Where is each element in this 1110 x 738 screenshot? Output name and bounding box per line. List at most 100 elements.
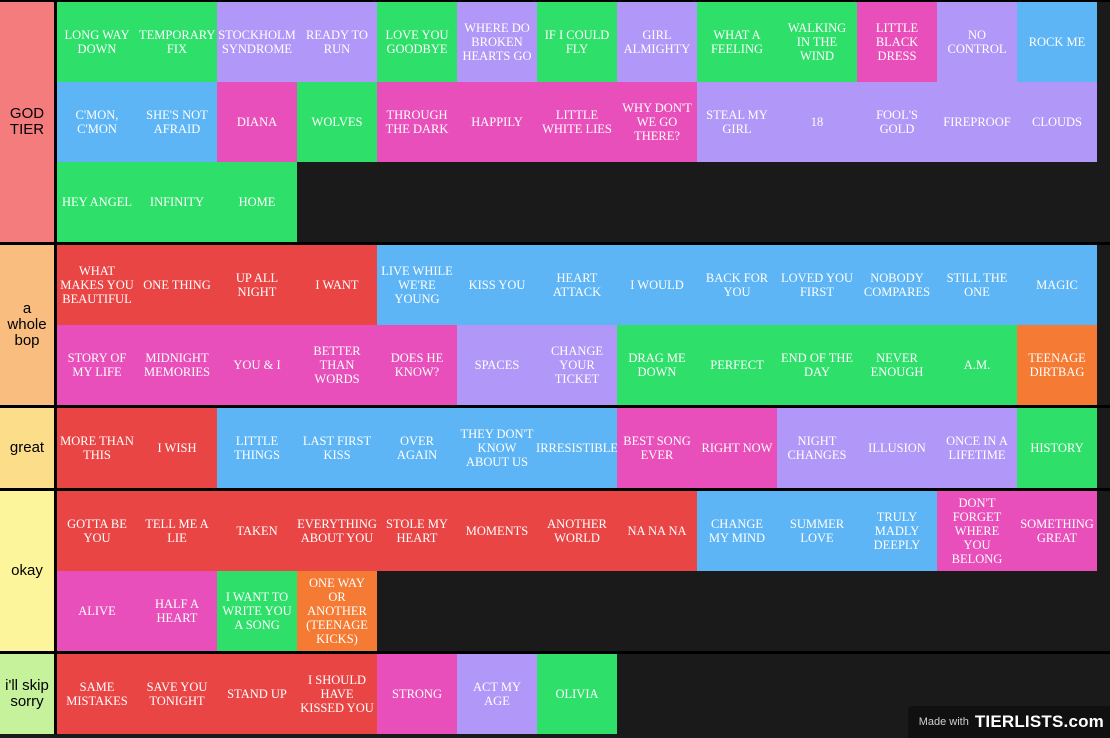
tier-item[interactable]: LIVE WHILE WE'RE YOUNG [377, 245, 457, 325]
tier-item[interactable]: I WANT [297, 245, 377, 325]
tier-item[interactable]: FOOL'S GOLD [857, 82, 937, 162]
tier-item[interactable]: NO CONTROL [937, 2, 1017, 82]
tier-item[interactable]: HOME [217, 162, 297, 242]
tier-item[interactable]: NEVER ENOUGH [857, 325, 937, 405]
tier-item[interactable]: MAGIC [1017, 245, 1097, 325]
tier-item[interactable]: GOTTA BE YOU [57, 491, 137, 571]
tier-item[interactable]: RIGHT NOW [697, 408, 777, 488]
tier-item[interactable]: SHE'S NOT AFRAID [137, 82, 217, 162]
tier-item[interactable]: MOMENTS [457, 491, 537, 571]
tier-item[interactable]: OVER AGAIN [377, 408, 457, 488]
tier-item[interactable]: ILLUSION [857, 408, 937, 488]
tier-item[interactable]: END OF THE DAY [777, 325, 857, 405]
tier-item[interactable]: LITTLE THINGS [217, 408, 297, 488]
tier-item[interactable]: PERFECT [697, 325, 777, 405]
tier-item[interactable]: KISS YOU [457, 245, 537, 325]
tier-item[interactable]: BETTER THAN WORDS [297, 325, 377, 405]
tier-item[interactable]: DIANA [217, 82, 297, 162]
tier-item[interactable]: UP ALL NIGHT [217, 245, 297, 325]
tier-label[interactable]: a whole bop [0, 245, 57, 405]
tier-item[interactable]: WHERE DO BROKEN HEARTS GO [457, 2, 537, 82]
tier-item[interactable]: DRAG ME DOWN [617, 325, 697, 405]
tier-item[interactable]: CLOUDS [1017, 82, 1097, 162]
tier-row-god: GOD TIER LONG WAY DOWN TEMPORARY FIX STOCK… [0, 0, 1110, 242]
tier-item[interactable]: STEAL MY GIRL [697, 82, 777, 162]
tier-item[interactable]: SOMETHING GREAT [1017, 491, 1097, 571]
tier-item[interactable]: CHANGE MY MIND [697, 491, 777, 571]
tier-item[interactable]: ONCE IN A LIFETIME [937, 408, 1017, 488]
tier-item[interactable]: LITTLE WHITE LIES [537, 82, 617, 162]
tier-label[interactable]: great [0, 408, 57, 488]
tier-item[interactable]: INFINITY [137, 162, 217, 242]
tier-item[interactable]: HAPPILY [457, 82, 537, 162]
tier-item[interactable]: TRULY MADLY DEEPLY [857, 491, 937, 571]
tier-item[interactable]: SAVE YOU TONIGHT [137, 654, 217, 734]
watermark-badge[interactable]: Made with TIERLISTS.com [908, 706, 1110, 738]
tier-item[interactable]: I WANT TO WRITE YOU A SONG [217, 571, 297, 651]
tier-item[interactable]: WHAT MAKES YOU BEAUTIFUL [57, 245, 137, 325]
tier-item[interactable]: I SHOULD HAVE KISSED YOU [297, 654, 377, 734]
tier-item[interactable]: ACT MY AGE [457, 654, 537, 734]
tier-item[interactable]: WHY DON'T WE GO THERE? [617, 82, 697, 162]
tier-item[interactable]: MIDNIGHT MEMORIES [137, 325, 217, 405]
tier-item[interactable]: STORY OF MY LIFE [57, 325, 137, 405]
tier-item[interactable]: TEMPORARY FIX [137, 2, 217, 82]
tier-item[interactable]: YOU & I [217, 325, 297, 405]
tier-item[interactable]: ONE THING [137, 245, 217, 325]
tier-item[interactable]: SUMMER LOVE [777, 491, 857, 571]
tier-item[interactable]: FIREPROOF [937, 82, 1017, 162]
tier-item[interactable]: NA NA NA [617, 491, 697, 571]
tier-item[interactable]: DOES HE KNOW? [377, 325, 457, 405]
tier-item[interactable]: HALF A HEART [137, 571, 217, 651]
tier-item[interactable]: LOVED YOU FIRST [777, 245, 857, 325]
tier-item[interactable]: MORE THAN THIS [57, 408, 137, 488]
tier-item[interactable]: LOVE YOU GOODBYE [377, 2, 457, 82]
tier-label[interactable]: okay [0, 491, 57, 651]
tier-item[interactable]: TELL ME A LIE [137, 491, 217, 571]
tier-row-great: great MORE THAN THIS I WISH LITTLE THINGS L… [0, 405, 1110, 488]
tier-item[interactable]: ROCK ME [1017, 2, 1097, 82]
tier-item[interactable]: STOLE MY HEART [377, 491, 457, 571]
tier-item[interactable]: SAME MISTAKES [57, 654, 137, 734]
tier-item[interactable]: IRRESISTIBLE [536, 408, 618, 488]
tier-label[interactable]: GOD TIER [0, 2, 57, 242]
tier-item[interactable]: CHANGE YOUR TICKET [537, 325, 617, 405]
tier-item[interactable]: THROUGH THE DARK [377, 82, 457, 162]
tier-item[interactable]: LAST FIRST KISS [297, 408, 377, 488]
tier-item[interactable]: STRONG [377, 654, 457, 734]
tier-item[interactable]: LONG WAY DOWN [57, 2, 137, 82]
tier-item[interactable]: ONE WAY OR ANOTHER (TEENAGE KICKS) [297, 571, 377, 651]
tier-item[interactable]: ANOTHER WORLD [537, 491, 617, 571]
tier-item[interactable]: NOBODY COMPARES [857, 245, 937, 325]
tier-item[interactable]: NIGHT CHANGES [777, 408, 857, 488]
tier-item[interactable]: WALKING IN THE WIND [777, 2, 857, 82]
tier-item[interactable]: TAKEN [217, 491, 297, 571]
tier-item[interactable]: STAND UP [217, 654, 297, 734]
tier-item[interactable]: WOLVES [297, 82, 377, 162]
tier-item[interactable]: HEY ANGEL [57, 162, 137, 242]
tier-item[interactable]: BACK FOR YOU [697, 245, 777, 325]
tier-item[interactable]: IF I COULD FLY [537, 2, 617, 82]
tier-item[interactable]: OLIVIA [537, 654, 617, 734]
tier-item[interactable]: GIRL ALMIGHTY [617, 2, 697, 82]
tier-item[interactable]: A.M. [937, 325, 1017, 405]
tier-item[interactable]: TEENAGE DIRTBAG [1017, 325, 1097, 405]
tier-item[interactable]: C'MON, C'MON [57, 82, 137, 162]
tier-item[interactable]: THEY DON'T KNOW ABOUT US [457, 408, 537, 488]
tier-item[interactable]: READY TO RUN [297, 2, 377, 82]
tier-item[interactable]: 18 [777, 82, 857, 162]
tier-item[interactable]: LITTLE BLACK DRESS [857, 2, 937, 82]
tier-label[interactable]: i'll skip sorry [0, 654, 57, 734]
tier-item[interactable]: HISTORY [1017, 408, 1097, 488]
tier-item[interactable]: DON'T FORGET WHERE YOU BELONG [937, 491, 1017, 571]
tier-item[interactable]: BEST SONG EVER [617, 408, 697, 488]
tier-item[interactable]: STOCKHOLM SYNDROME [217, 2, 297, 82]
tier-item[interactable]: ALIVE [57, 571, 137, 651]
tier-item[interactable]: HEART ATTACK [537, 245, 617, 325]
tier-item[interactable]: STILL THE ONE [937, 245, 1017, 325]
tier-item[interactable]: SPACES [457, 325, 537, 405]
tier-item[interactable]: WHAT A FEELING [697, 2, 777, 82]
tier-item[interactable]: I WISH [137, 408, 217, 488]
tier-item[interactable]: EVERYTHING ABOUT YOU [297, 491, 377, 571]
tier-item[interactable]: I WOULD [617, 245, 697, 325]
